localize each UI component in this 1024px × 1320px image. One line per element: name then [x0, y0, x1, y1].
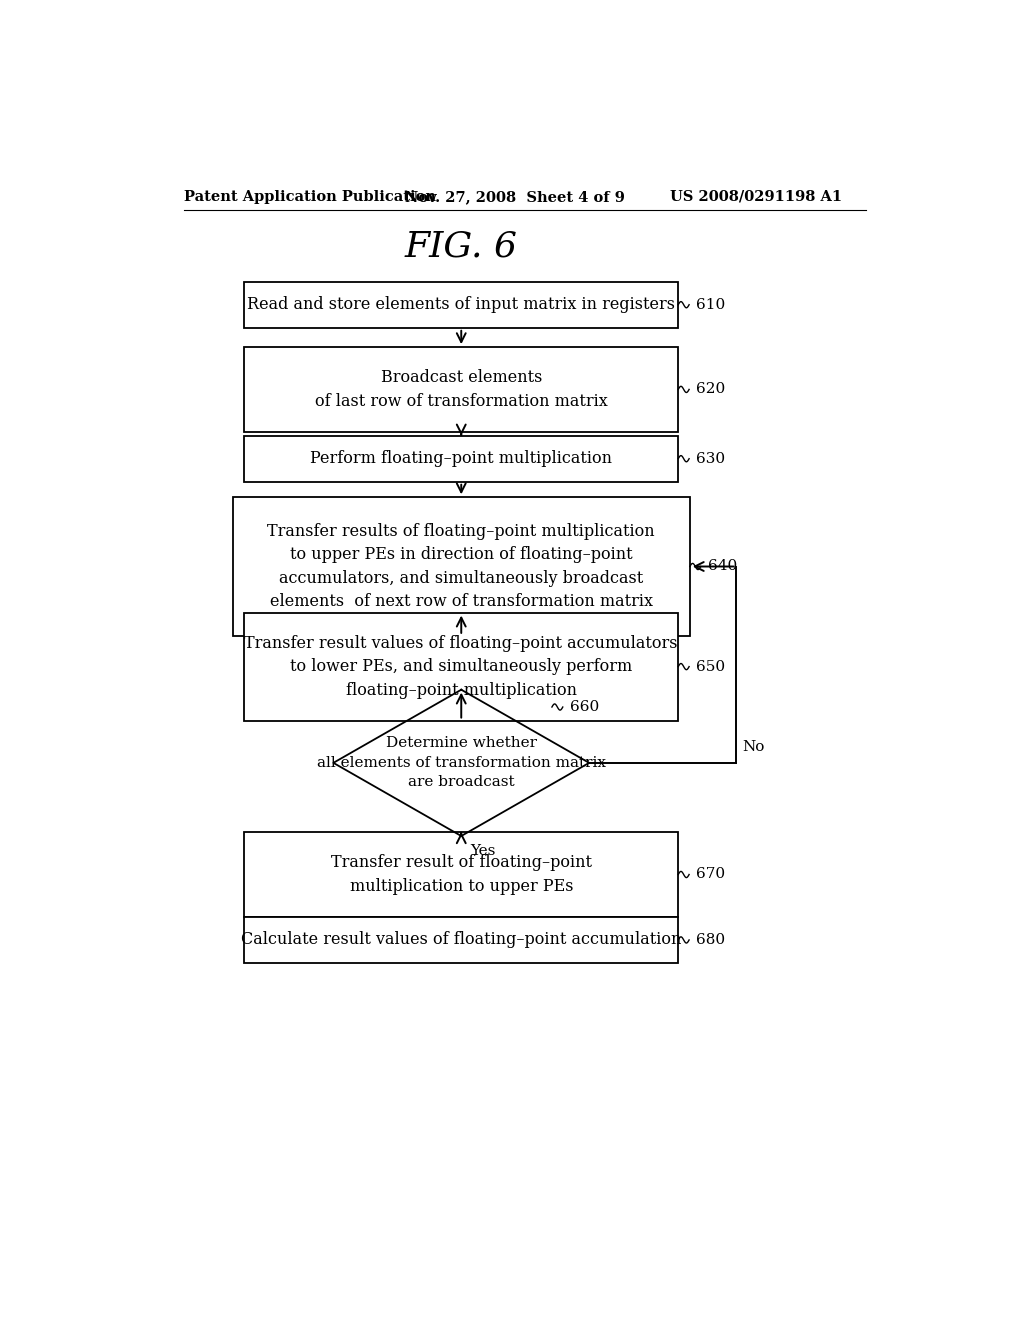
Text: Patent Application Publication: Patent Application Publication	[183, 190, 436, 203]
Text: 640: 640	[708, 560, 737, 573]
Text: 630: 630	[696, 451, 725, 466]
Bar	[245, 612, 678, 721]
Text: Determine whether
all elements of transformation matrix
are broadcast: Determine whether all elements of transf…	[316, 737, 606, 789]
Text: 660: 660	[569, 700, 599, 714]
Text: 620: 620	[696, 383, 725, 396]
Text: Transfer results of floating–point multiplication
to upper PEs in direction of f: Transfer results of floating–point multi…	[267, 523, 655, 610]
Text: Nov. 27, 2008  Sheet 4 of 9: Nov. 27, 2008 Sheet 4 of 9	[406, 190, 626, 203]
Bar	[245, 436, 678, 482]
Text: Calculate result values of floating–point accumulation: Calculate result values of floating–poin…	[241, 932, 681, 949]
Text: US 2008/0291198 A1: US 2008/0291198 A1	[671, 190, 843, 203]
Bar	[245, 917, 678, 964]
Text: 650: 650	[696, 660, 725, 673]
Text: 610: 610	[696, 298, 725, 312]
Bar	[232, 498, 690, 636]
Text: 670: 670	[696, 867, 725, 882]
Text: Broadcast elements
of last row of transformation matrix: Broadcast elements of last row of transf…	[314, 370, 607, 409]
Bar	[245, 832, 678, 917]
Text: Yes: Yes	[471, 843, 496, 858]
Text: Perform floating–point multiplication: Perform floating–point multiplication	[310, 450, 612, 467]
Bar	[245, 347, 678, 432]
Text: FIG. 6: FIG. 6	[404, 230, 518, 264]
Text: No: No	[742, 739, 765, 754]
Text: Transfer result values of floating–point accumulators
to lower PEs, and simultan: Transfer result values of floating–point…	[245, 635, 678, 698]
Text: Read and store elements of input matrix in registers: Read and store elements of input matrix …	[247, 296, 675, 313]
Text: 680: 680	[696, 933, 725, 946]
Bar	[245, 281, 678, 327]
Text: Transfer result of floating–point
multiplication to upper PEs: Transfer result of floating–point multip…	[331, 854, 592, 895]
